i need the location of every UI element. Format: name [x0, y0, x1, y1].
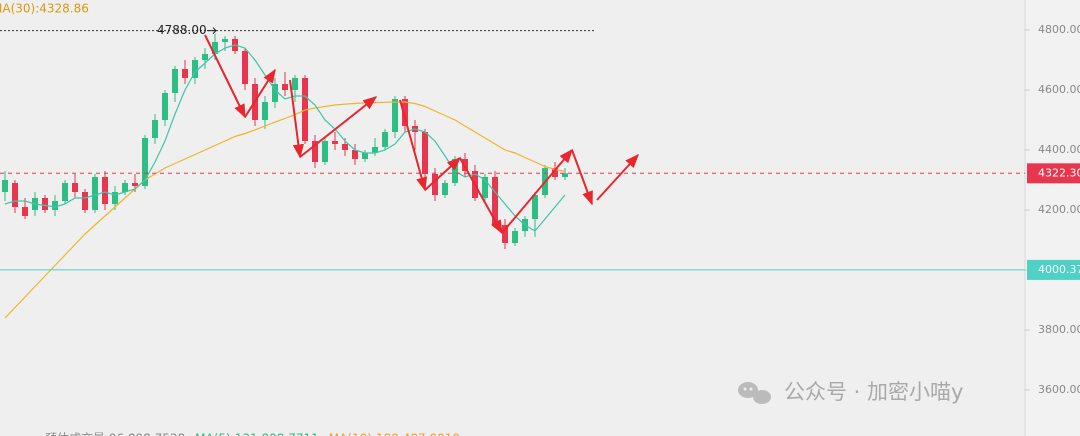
candle-body: [52, 201, 58, 210]
y-tick-label: 3800.00: [1038, 323, 1080, 336]
candle-body: [142, 138, 148, 186]
candle-body: [182, 69, 188, 78]
footer-stat: MA(10):180,487.0010: [329, 432, 460, 436]
candle-body: [192, 60, 198, 78]
price-tag-label: 4322.30: [1038, 166, 1080, 179]
axis-panel: [1025, 0, 1080, 436]
candle-body: [442, 183, 448, 195]
candle-body: [482, 177, 488, 198]
y-tick-label: 4600.00: [1038, 83, 1080, 96]
price-tag: [1027, 259, 1080, 280]
candle-body: [72, 183, 78, 192]
candle-body: [362, 153, 368, 159]
ma-line: [4, 44, 566, 232]
candle-body: [82, 192, 88, 210]
candle-body: [332, 141, 338, 144]
candle-body: [512, 231, 518, 243]
watermark-icon: [738, 382, 771, 404]
candle-body: [382, 132, 388, 147]
candle-body: [172, 69, 178, 93]
candle-body: [112, 192, 118, 204]
candle-body: [432, 174, 438, 195]
candle-body: [352, 150, 358, 159]
candle-body: [272, 84, 278, 102]
candle-body: [122, 183, 128, 192]
candle-body: [132, 183, 138, 186]
candle-body: [152, 120, 158, 138]
candle-body: [562, 173, 568, 177]
candle-body: [402, 99, 408, 126]
candle-body: [372, 147, 378, 153]
candle-body: [102, 177, 108, 204]
candle-body: [2, 180, 8, 192]
legend-entry: MA(30):4328.86: [0, 2, 89, 16]
high-marker-label: 4788.00: [157, 23, 207, 37]
candle-body: [262, 102, 268, 120]
candle-body: [62, 183, 68, 201]
watermark: 公众号 · 加密小喵y: [784, 380, 963, 404]
candle-body: [202, 54, 208, 60]
ma-line: [4, 101, 566, 319]
candle-body: [552, 168, 558, 177]
high-marker-arrow: [207, 27, 217, 34]
price-tag: [1027, 163, 1080, 184]
candle-body: [422, 132, 428, 174]
y-tick-label: 3600.00: [1038, 383, 1080, 396]
candle-body: [212, 42, 218, 54]
drawn-arrows: [204, 34, 639, 235]
footer-stat: 预估成交量 96,898.7538: [45, 431, 185, 436]
candle-body: [222, 39, 228, 42]
y-tick-label: 4800.00: [1038, 23, 1080, 36]
candle-body: [282, 84, 288, 90]
candle-body: [162, 93, 168, 120]
candle-body: [322, 141, 328, 162]
candle-body: [242, 51, 248, 84]
candle-body: [92, 177, 98, 210]
candle-body: [392, 99, 398, 132]
price-tag-label: 4000.37: [1038, 263, 1080, 276]
footer-stat: MA(5):131,808.7711: [195, 432, 319, 436]
candle-body: [532, 195, 538, 219]
candle-body: [492, 177, 498, 225]
candle-body: [312, 141, 318, 162]
candle-body: [292, 78, 298, 90]
y-tick-label: 4200.00: [1038, 203, 1080, 216]
candle-body: [12, 183, 18, 207]
y-tick-label: 4400.00: [1038, 143, 1080, 156]
candle-body: [42, 198, 48, 210]
candle-body: [342, 144, 348, 150]
candle-body: [502, 225, 508, 243]
candle-body: [22, 207, 28, 216]
